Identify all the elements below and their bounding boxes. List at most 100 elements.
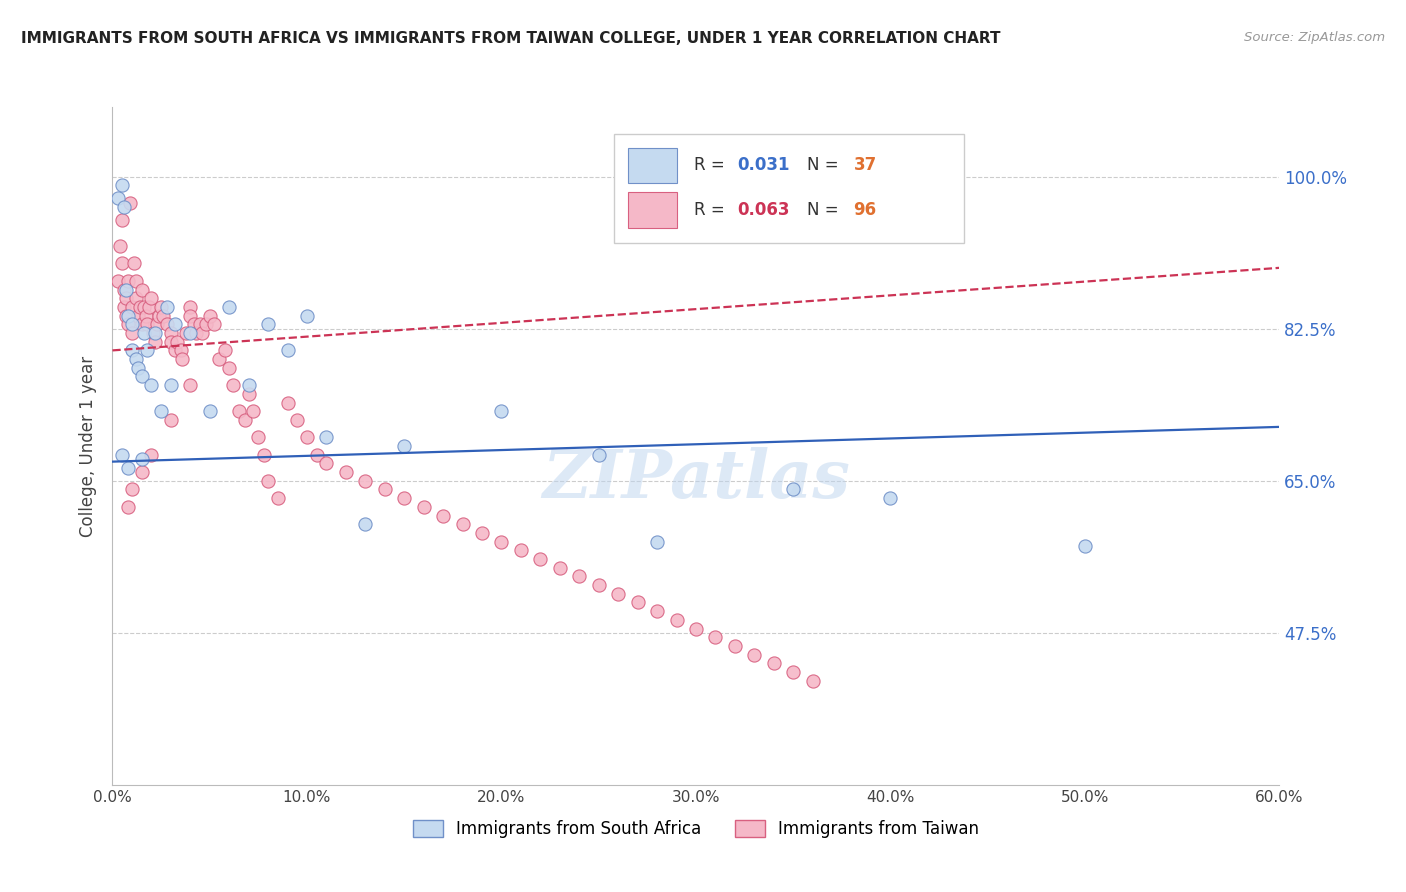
Point <box>724 639 747 653</box>
Point <box>218 300 240 314</box>
Point <box>131 283 153 297</box>
Point <box>111 256 134 270</box>
Point <box>801 673 824 688</box>
Point <box>665 613 688 627</box>
Point <box>529 552 551 566</box>
Point <box>509 543 531 558</box>
Point <box>156 318 179 332</box>
Point <box>179 309 201 323</box>
Point <box>276 395 298 409</box>
FancyBboxPatch shape <box>614 134 965 243</box>
Point <box>112 200 135 214</box>
Point <box>247 430 270 444</box>
Point <box>233 413 256 427</box>
Text: Source: ZipAtlas.com: Source: ZipAtlas.com <box>1244 31 1385 45</box>
Point <box>117 500 139 514</box>
FancyBboxPatch shape <box>628 193 678 227</box>
Point <box>879 491 901 505</box>
Point <box>111 213 134 227</box>
Point <box>125 274 148 288</box>
Point <box>107 191 129 205</box>
Text: IMMIGRANTS FROM SOUTH AFRICA VS IMMIGRANTS FROM TAIWAN COLLEGE, UNDER 1 YEAR COR: IMMIGRANTS FROM SOUTH AFRICA VS IMMIGRAN… <box>21 31 1001 46</box>
Point <box>131 318 153 332</box>
Point <box>222 378 245 392</box>
Point <box>1074 539 1097 553</box>
Point <box>131 465 153 479</box>
Point <box>394 439 416 453</box>
Point <box>117 274 139 288</box>
Point <box>491 534 513 549</box>
Point <box>374 483 396 497</box>
Point <box>176 326 198 340</box>
Point <box>238 378 260 392</box>
Point <box>160 326 183 340</box>
Point <box>214 343 236 358</box>
Point <box>412 500 434 514</box>
Point <box>142 326 165 340</box>
Point <box>150 404 173 418</box>
Point <box>267 491 290 505</box>
Point <box>141 291 163 305</box>
Y-axis label: College, Under 1 year: College, Under 1 year <box>79 355 97 537</box>
Point <box>132 326 155 340</box>
Point <box>107 274 129 288</box>
Text: R =: R = <box>693 201 730 219</box>
Legend: Immigrants from South Africa, Immigrants from Taiwan: Immigrants from South Africa, Immigrants… <box>406 813 986 845</box>
Point <box>156 300 179 314</box>
Point <box>208 352 231 367</box>
Point <box>150 300 173 314</box>
FancyBboxPatch shape <box>628 148 678 183</box>
Point <box>110 239 132 253</box>
Point <box>568 569 591 583</box>
Point <box>115 283 138 297</box>
Text: N =: N = <box>807 201 844 219</box>
Point <box>131 452 153 467</box>
Point <box>127 309 149 323</box>
Text: N =: N = <box>807 156 844 174</box>
Point <box>121 326 143 340</box>
Point <box>111 178 134 193</box>
Point <box>160 413 183 427</box>
Point <box>471 525 494 540</box>
Point <box>335 465 357 479</box>
Point <box>194 318 217 332</box>
Text: 0.031: 0.031 <box>737 156 789 174</box>
Point <box>118 195 141 210</box>
Point <box>184 326 207 340</box>
Point <box>179 326 201 340</box>
Point <box>141 378 163 392</box>
Point <box>166 334 188 349</box>
Text: 96: 96 <box>853 201 876 219</box>
Point <box>163 318 186 332</box>
Point <box>183 318 205 332</box>
Point <box>432 508 454 523</box>
Point <box>198 309 221 323</box>
Point <box>179 378 201 392</box>
Point <box>163 343 186 358</box>
Point <box>146 318 169 332</box>
Point <box>253 448 276 462</box>
Point <box>315 430 337 444</box>
Text: R =: R = <box>693 156 730 174</box>
Point <box>121 318 143 332</box>
Point <box>191 326 214 340</box>
Point <box>160 334 183 349</box>
Point <box>782 665 804 679</box>
Point <box>127 360 149 375</box>
Point <box>188 318 211 332</box>
Point <box>607 587 630 601</box>
Point <box>148 309 170 323</box>
Point <box>218 360 240 375</box>
Point <box>112 300 135 314</box>
Point <box>491 404 513 418</box>
Point <box>132 300 155 314</box>
Point <box>131 369 153 384</box>
Point <box>160 378 183 392</box>
Point <box>125 352 148 367</box>
Point <box>588 578 610 592</box>
Text: 37: 37 <box>853 156 877 174</box>
Point <box>179 300 201 314</box>
Point <box>112 283 135 297</box>
Point <box>782 483 804 497</box>
Point <box>143 326 166 340</box>
